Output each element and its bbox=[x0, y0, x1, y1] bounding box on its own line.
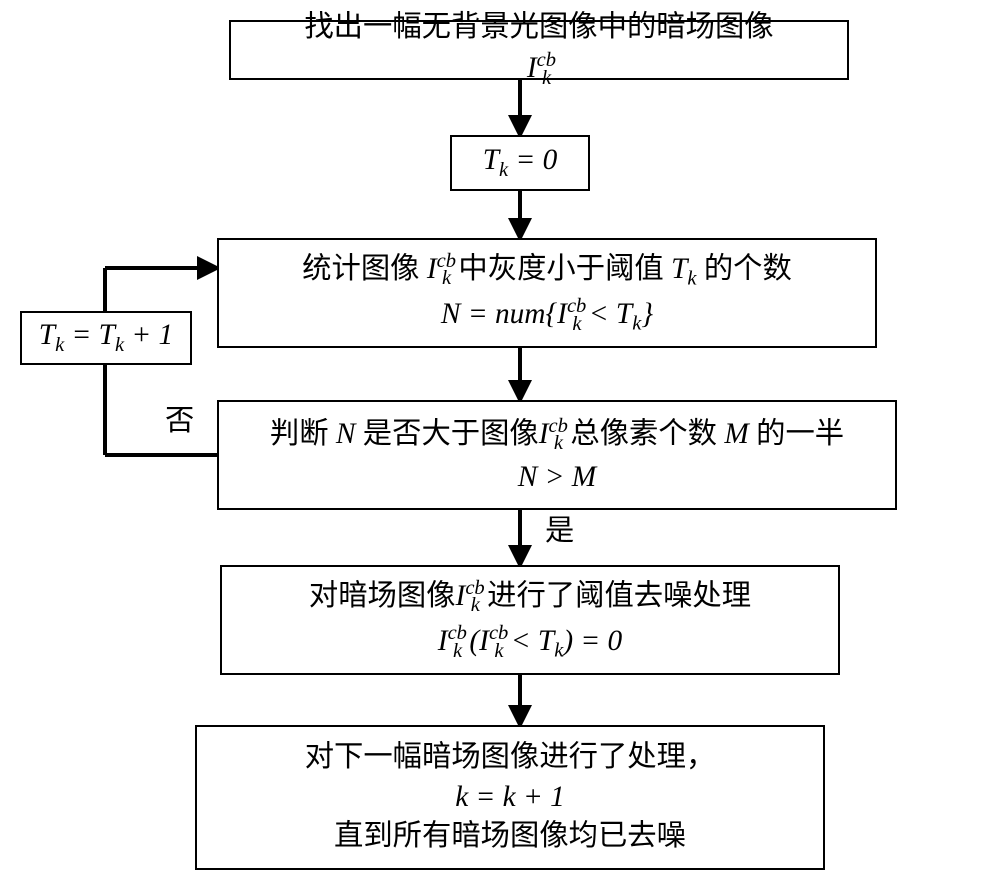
flow-node-n2: Tk = 0 bbox=[450, 135, 590, 191]
flow-node-line: Icbk (Icbk < Tk) = 0 bbox=[438, 620, 622, 665]
flow-edge-label-e4: 是 bbox=[545, 515, 574, 547]
flow-node-n6: 对暗场图像Icbk 进行了阈值去噪处理Icbk (Icbk < Tk) = 0 bbox=[220, 565, 840, 675]
flow-node-n3: 统计图像 Icbk 中灰度小于阈值 Tk 的个数N = num{Icbk < T… bbox=[217, 238, 877, 348]
flow-node-n4_inc: Tk = Tk + 1 bbox=[20, 311, 192, 365]
flow-node-line: 找出一幅无背景光图像中的暗场图像 Icbk bbox=[289, 8, 790, 93]
flow-node-line: 直到所有暗场图像均已去噪 bbox=[334, 817, 686, 857]
flow-node-line: k = k + 1 bbox=[455, 778, 565, 818]
flow-edge-label-e6_no_out: 否 bbox=[165, 405, 194, 437]
flow-node-line: N > M bbox=[518, 458, 596, 498]
flow-node-line: N = num{Icbk < Tk} bbox=[441, 293, 653, 338]
flow-node-n7: 对下一幅暗场图像进行了处理，k = k + 1直到所有暗场图像均已去噪 bbox=[195, 725, 825, 870]
flow-node-line: 对下一幅暗场图像进行了处理， bbox=[305, 738, 716, 778]
flow-node-n1: 找出一幅无背景光图像中的暗场图像 Icbk bbox=[229, 20, 849, 80]
flow-node-n5: 判断 N 是否大于图像Icbk 总像素个数 M 的一半N > M bbox=[217, 400, 897, 510]
flow-node-line: Tk = Tk + 1 bbox=[39, 316, 173, 360]
flow-node-line: 对暗场图像Icbk 进行了阈值去噪处理 bbox=[309, 575, 751, 620]
flow-node-line: 判断 N 是否大于图像Icbk 总像素个数 M 的一半 bbox=[270, 413, 844, 458]
flow-node-line: 统计图像 Icbk 中灰度小于阈值 Tk 的个数 bbox=[302, 248, 792, 293]
flow-node-line: Tk = 0 bbox=[483, 141, 558, 185]
